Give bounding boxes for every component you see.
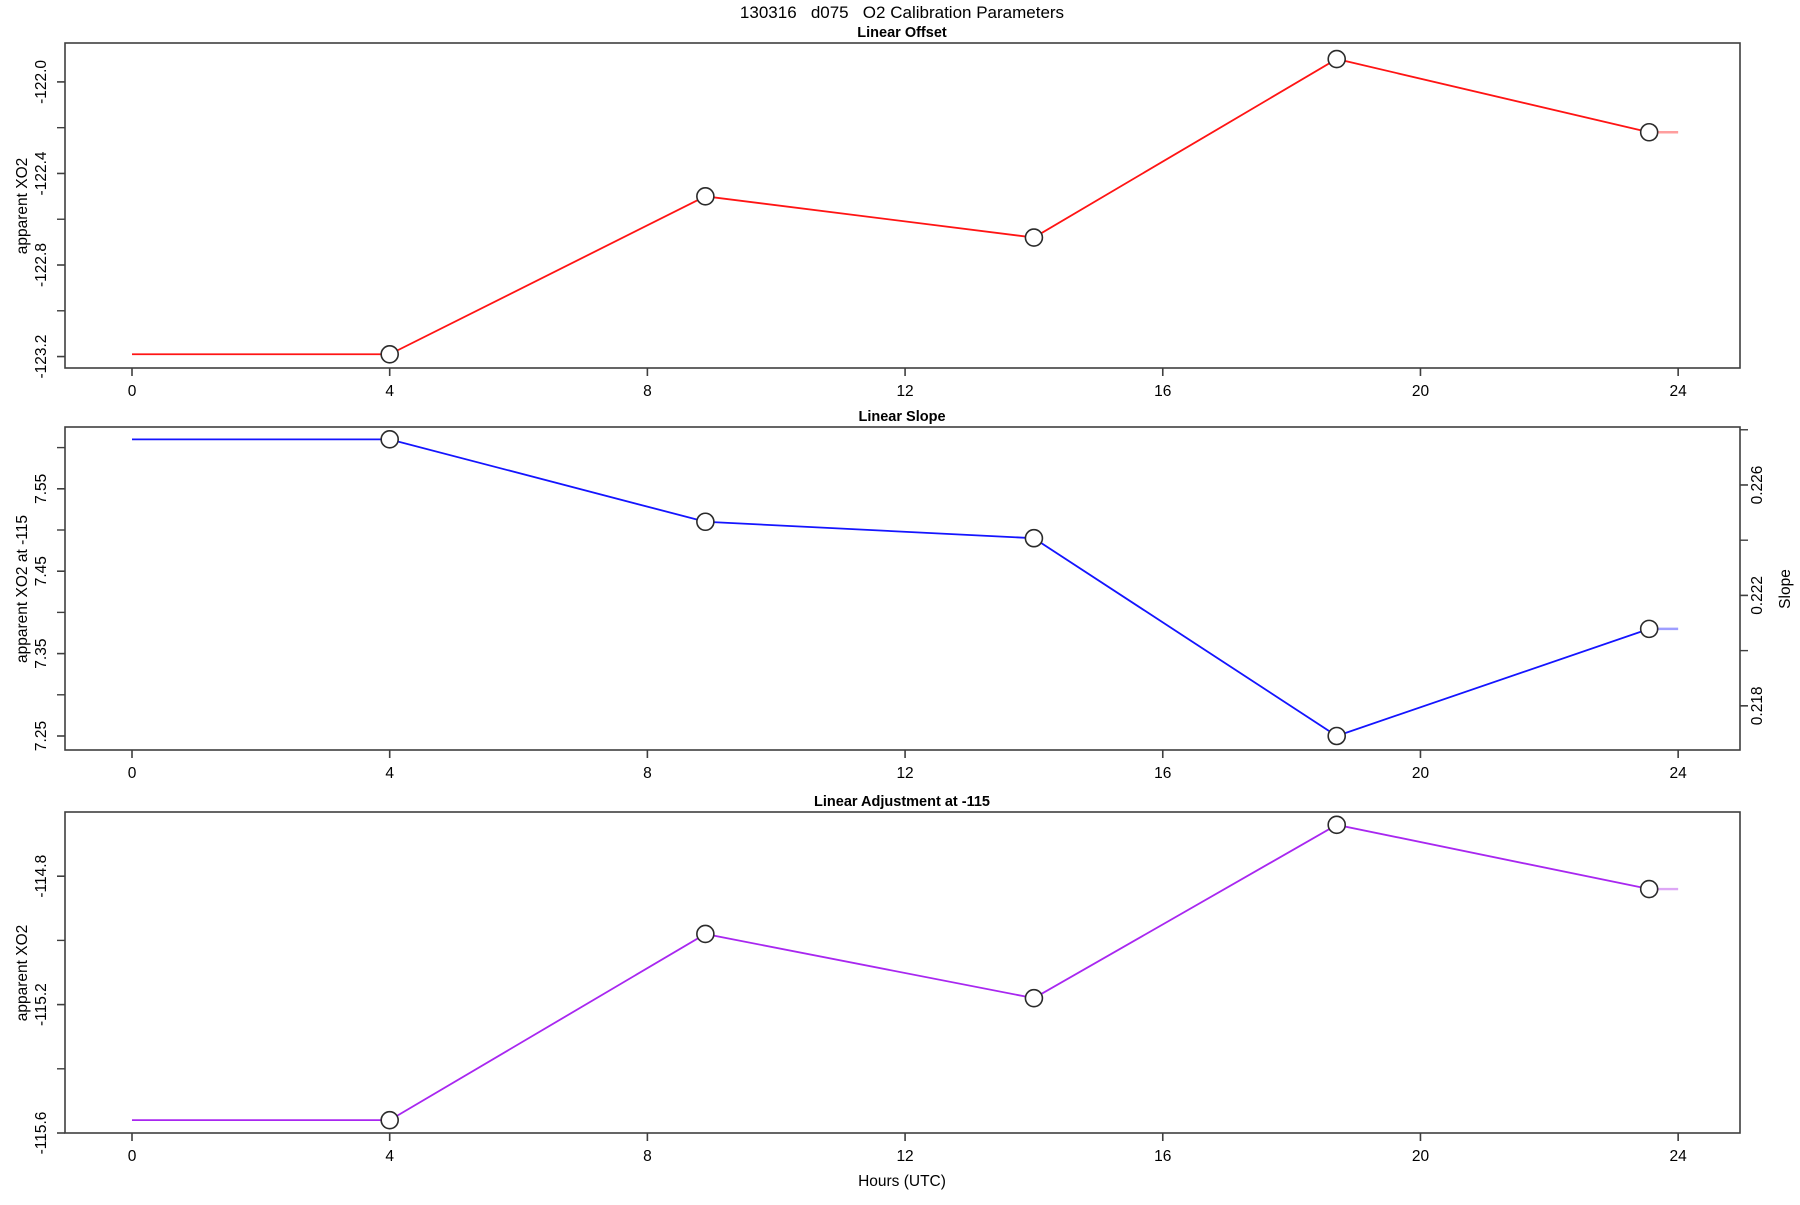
data-point-marker [1024,988,1044,1008]
x-tick-label: 24 [1670,765,1688,782]
plot-box [64,811,1741,1134]
y-tick-label: -122.0 [33,60,50,104]
plot-box [64,426,1741,751]
data-point-marker [380,1110,399,1130]
data-point-marker [380,430,399,449]
panel1-title: Linear Offset [857,25,947,41]
x-tick-label: 12 [896,765,913,782]
y2-tick-label: 0.218 [1749,686,1766,725]
data-point-marker [696,924,715,944]
data-point-marker [1024,528,1044,548]
x-tick-label: 20 [1412,765,1430,782]
x-tick-label: 16 [1154,1148,1171,1165]
y-tick-label: 7.45 [33,556,50,586]
data-point-marker [1327,726,1347,746]
y-tick-label: 7.55 [33,474,50,504]
data-point-marker [696,187,715,206]
x-tick-label: 12 [896,383,913,400]
x-tick-label: 20 [1412,1148,1430,1165]
y-tick-label: -114.8 [33,855,50,898]
y-tick-label: -115.6 [33,1112,50,1155]
data-point-marker [1327,49,1347,69]
x-tick-label: 4 [385,1148,394,1165]
panel-2: 0 4 8 12 16 20 24 7.55 7.45 7.35 7.25 0.226 0.222 0.2… [33,426,1766,782]
panel3-title: Linear Adjustment at -115 [814,794,990,810]
y-tick-label: -123.2 [33,335,50,379]
panel2-y-axis-label: apparent XO2 at -115 [14,515,31,663]
x-tick-label: 12 [896,1148,913,1165]
data-point-marker [1639,879,1659,899]
x-tick-label: 16 [1154,765,1171,782]
x-tick-label: 24 [1670,383,1688,400]
figure-title: 130316 d075 O2 Calibration Parameters [740,3,1064,22]
series-line [132,438,1650,737]
y-tick-label: 7.35 [33,639,50,669]
y-tick-label: -122.4 [33,151,50,195]
panel2-y2-axis-label: Slope [1777,569,1794,609]
x-tick-label: 8 [643,1148,652,1165]
x-tick-label: 8 [643,765,652,782]
x-tick-label: 4 [385,383,394,400]
x-tick-label: 16 [1154,383,1171,400]
plot-box [64,42,1741,369]
x-tick-label: 0 [128,1148,137,1165]
panel2-title: Linear Slope [858,409,945,425]
data-point-marker [696,512,715,532]
panel-3: 0 4 8 12 16 20 24 -114.8 -115.2 -115.6 [33,811,1741,1165]
x-tick-label: 0 [128,383,137,400]
x-tick-label: 4 [385,765,394,782]
data-point-marker [1024,228,1044,247]
x-tick-label: 20 [1412,383,1430,400]
y2-tick-label: 0.226 [1749,466,1766,505]
series-line [132,823,1650,1122]
data-point-marker [1639,122,1659,142]
x-axis-label: Hours (UTC) [858,1173,946,1190]
x-tick-label: 0 [128,765,137,782]
data-point-marker [380,344,399,364]
y-tick-label: -115.2 [33,983,50,1026]
panel-1: 0 4 8 12 16 20 24 -122.0 -122.4 -122.8 -123.2 [33,42,1741,400]
series-line [132,58,1650,356]
y-tick-label: 7.25 [33,721,50,751]
panel3-y-axis-label: apparent XO2 [14,925,31,1022]
y-tick-label: -122.8 [33,243,50,287]
x-tick-label: 24 [1670,1148,1688,1165]
y2-tick-label: 0.222 [1749,576,1766,615]
data-point-marker [1327,815,1347,835]
x-tick-label: 8 [643,383,652,400]
data-point-marker [1639,619,1659,639]
panel1-y-axis-label: apparent XO2 [14,158,31,255]
generated-plots: 0 4 8 12 16 20 24 -122.0 -122.4 -122.8 -123.2 0 4 8 12… [33,42,1766,1165]
